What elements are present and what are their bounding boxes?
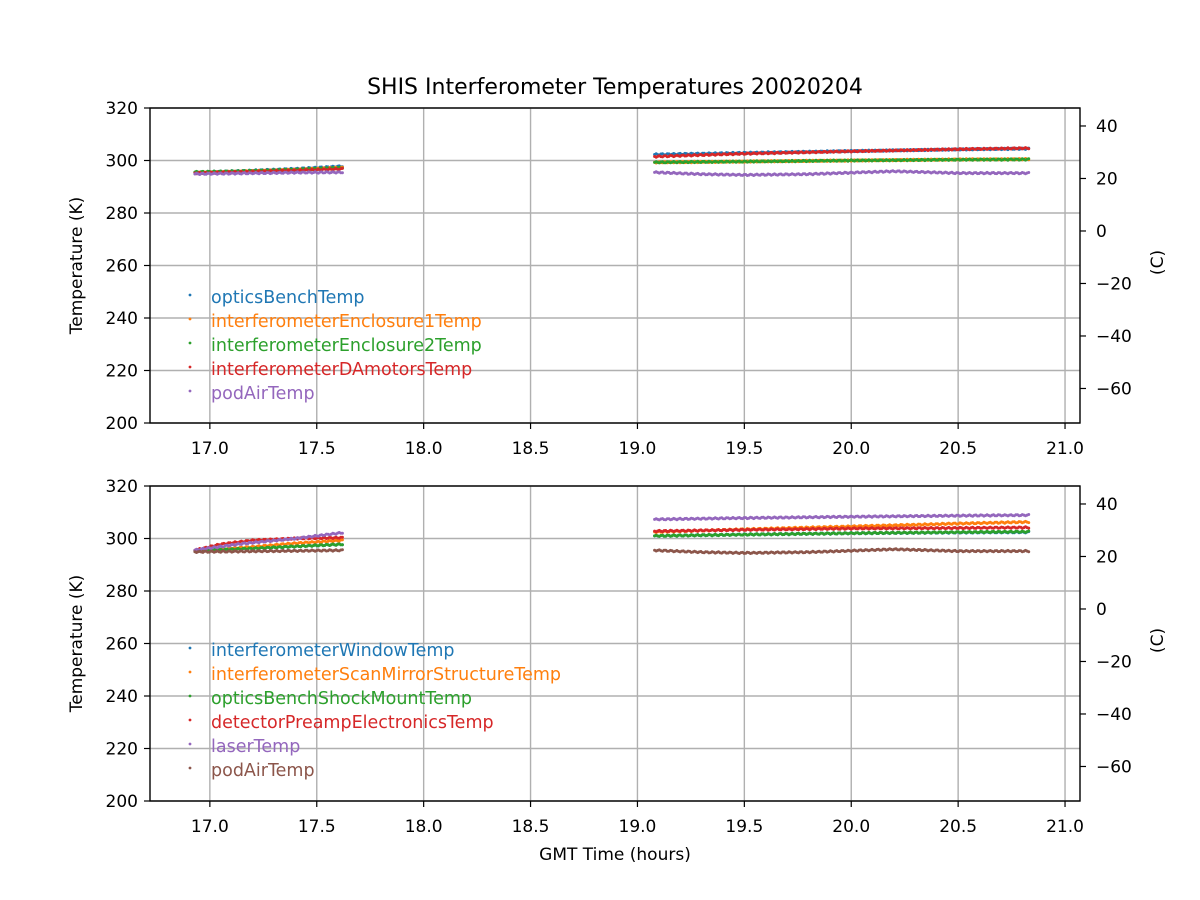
y-right-tick-label: −60 — [1096, 757, 1132, 777]
legend-marker — [188, 389, 192, 393]
y-tick-label: 300 — [106, 530, 138, 550]
x-tick-label: 18.0 — [405, 817, 443, 837]
y-right-tick-label: 0 — [1096, 600, 1107, 620]
y-tick-label: 320 — [106, 99, 138, 119]
x-tick-label: 20.0 — [832, 439, 870, 459]
series-laserTemp — [193, 513, 1031, 552]
x-tick-label: 21.0 — [1046, 817, 1084, 837]
y-tick-label: 280 — [106, 582, 138, 602]
x-tick-label: 17.0 — [191, 439, 229, 459]
legend-marker — [188, 694, 192, 698]
legend-marker — [188, 646, 192, 650]
x-tick-label: 17.0 — [191, 817, 229, 837]
legend: opticsBenchTemp interferometerEnclosure1T… — [188, 288, 482, 404]
data-point — [340, 166, 344, 170]
y-right-tick-label: −40 — [1096, 705, 1132, 725]
legend-marker — [188, 766, 192, 770]
x-tick-label: 20.5 — [939, 817, 977, 837]
x-tick-label: 18.5 — [512, 817, 550, 837]
data-point — [340, 548, 344, 552]
y-right-tick-label: 20 — [1096, 169, 1118, 189]
x-tick-label: 20.0 — [832, 817, 870, 837]
y-tick-label: 220 — [106, 362, 138, 382]
legend-label: podAirTemp — [211, 761, 315, 781]
y-right-tick-label: 0 — [1096, 222, 1107, 242]
x-tick-label: 20.5 — [939, 439, 977, 459]
data-point — [1027, 171, 1031, 174]
series-podAirTemp — [193, 547, 1031, 555]
data-point — [340, 538, 344, 542]
x-tick-label: 18.5 — [512, 439, 550, 459]
y-axis-label: Temperature (K) — [67, 575, 87, 714]
data-point — [1027, 157, 1031, 161]
legend-marker — [188, 670, 192, 674]
y-tick-label: 200 — [106, 414, 138, 434]
y-tick-label: 320 — [106, 477, 138, 497]
legend-label: interferometerDAmotorsTemp — [211, 360, 472, 380]
y-right-tick-label: −20 — [1096, 652, 1132, 672]
data-point — [1027, 521, 1031, 525]
y-right-tick-label: −20 — [1096, 274, 1132, 294]
x-tick-label: 21.0 — [1046, 439, 1084, 459]
top-panel: 17.0 17.5 18.0 18.5 19.0 19.5 20.0 20.5 21.02002… — [67, 99, 1168, 459]
legend-label: podAirTemp — [211, 384, 315, 404]
legend-marker — [188, 365, 192, 369]
legend-label: laserTemp — [211, 737, 300, 757]
legend-marker — [188, 341, 192, 345]
data-point — [1027, 147, 1031, 151]
bottom-panel: 17.0 17.5 18.0 18.5 19.0 19.5 20.0 20.5 21.02002… — [67, 477, 1168, 837]
chart-title: SHIS Interferometer Temperatures 2002020… — [367, 75, 863, 100]
y-tick-label: 240 — [106, 309, 138, 329]
y-tick-label: 200 — [106, 792, 138, 812]
series-podAirTemp — [193, 169, 1031, 177]
legend-marker — [188, 317, 192, 321]
data-point — [1027, 550, 1031, 554]
legend-label: interferometerWindowTemp — [211, 641, 455, 661]
y-right-tick-label: −60 — [1096, 379, 1132, 399]
y-right-tick-label: 40 — [1096, 117, 1118, 137]
y-tick-label: 220 — [106, 740, 138, 760]
data-point — [340, 543, 344, 547]
y-right-tick-label: −40 — [1096, 327, 1132, 347]
x-tick-label: 19.0 — [619, 439, 657, 459]
y-tick-label: 260 — [106, 257, 138, 277]
legend-label: detectorPreampElectronicsTemp — [211, 713, 494, 733]
y-right-axis-label: (C) — [1148, 628, 1168, 653]
x-tick-label: 18.0 — [405, 439, 443, 459]
y-tick-label: 240 — [106, 687, 138, 707]
data-point — [1027, 529, 1031, 533]
legend-marker — [188, 293, 192, 297]
x-tick-label: 19.0 — [619, 817, 657, 837]
x-axis-label: GMT Time (hours) — [539, 845, 691, 865]
y-right-tick-label: 20 — [1096, 547, 1118, 567]
y-tick-label: 260 — [106, 635, 138, 655]
x-tick-label: 17.5 — [298, 817, 336, 837]
y-right-axis-label: (C) — [1148, 250, 1168, 275]
x-tick-label: 19.5 — [725, 817, 763, 837]
y-axis-label: Temperature (K) — [67, 197, 87, 336]
y-right-tick-label: 40 — [1096, 495, 1118, 515]
y-tick-label: 300 — [106, 152, 138, 172]
data-point — [1027, 513, 1031, 516]
y-tick-label: 280 — [106, 204, 138, 224]
legend-marker — [188, 742, 192, 746]
legend-label: interferometerScanMirrorStructureTemp — [211, 665, 561, 685]
legend-label: opticsBenchTemp — [211, 288, 365, 308]
data-point — [1027, 526, 1031, 530]
legend-label: interferometerEnclosure2Temp — [211, 336, 482, 356]
data-point — [340, 171, 344, 175]
x-tick-label: 19.5 — [725, 439, 763, 459]
data-point — [340, 535, 344, 539]
legend-label: opticsBenchShockMountTemp — [211, 689, 472, 709]
x-tick-label: 17.5 — [298, 439, 336, 459]
data-point — [340, 531, 344, 535]
legend-label: interferometerEnclosure1Temp — [211, 312, 482, 332]
legend-marker — [188, 718, 192, 722]
legend: interferometerWindowTemp interferometerSc… — [188, 641, 561, 781]
